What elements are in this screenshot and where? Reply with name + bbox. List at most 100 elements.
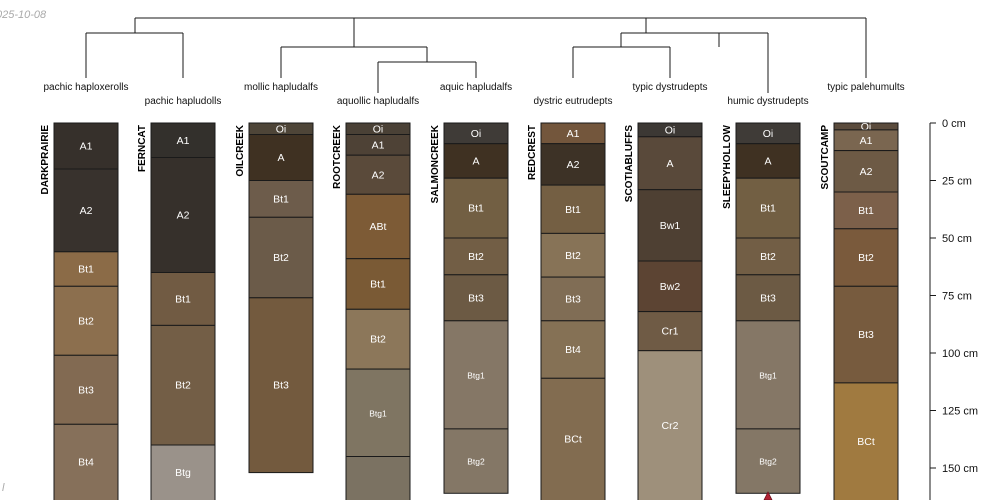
- horizon-btg1: [735, 320, 801, 430]
- horizon-a2: [53, 168, 119, 253]
- horizon-bt1: [540, 184, 606, 234]
- dendrogram: pachic haploxerolls pachic hapludolls moll…: [43, 17, 905, 107]
- horizon-bt3: [53, 354, 119, 425]
- horizon-label: Btg2: [759, 457, 777, 467]
- taxon-label: pachic hapludolls: [145, 96, 222, 107]
- horizon-label: Oi: [665, 124, 676, 136]
- horizon-label: Bt2: [78, 315, 94, 327]
- horizon-bct: [833, 382, 899, 500]
- horizon-bt3: [248, 297, 314, 474]
- horizon-label: Cr1: [662, 326, 679, 338]
- horizon-label: Bt1: [175, 293, 191, 305]
- horizon-label: Bt3: [760, 292, 776, 304]
- horizon-bt2: [53, 285, 119, 356]
- horizon-bt4: [540, 320, 606, 379]
- profile-name-label: DARKPRAIRIE: [40, 125, 51, 195]
- horizon-label: Bt2: [273, 252, 289, 264]
- horizon-bt1: [248, 180, 314, 218]
- horizon-label: Bt1: [273, 193, 289, 205]
- horizon-label: Bt4: [565, 344, 581, 356]
- date-stamp: 025-10-08: [0, 9, 47, 21]
- horizon-bt1: [735, 177, 801, 239]
- horizon-a: [637, 136, 703, 191]
- horizon-label: Bt1: [468, 203, 484, 215]
- horizon-label: Bt2: [858, 252, 874, 264]
- horizon-label: Bt2: [370, 334, 386, 346]
- taxon-label: typic palehumults: [827, 82, 904, 93]
- profile-darkprairie: A1 A2 Bt1 Bt2 Bt3 Bt4 DARKPRAIRIE: [40, 122, 119, 500]
- profile-scotiabluffs: Oi A Bw1 Bw2 Cr1 Cr2 SCOTIABLUFFS: [624, 122, 703, 500]
- horizon-btg2: [443, 428, 509, 494]
- horizon-label: Bt2: [468, 251, 484, 263]
- horizon-label: A2: [80, 205, 93, 217]
- axis-tick-label: 25 cm: [942, 176, 972, 188]
- horizon-label: Bt3: [78, 384, 94, 396]
- triangle-marker-icon: [763, 491, 773, 500]
- horizon-label: A1: [567, 128, 580, 140]
- profile-name-label: SLEEPYHOLLOW: [722, 124, 733, 208]
- horizon-label: Bt1: [565, 204, 581, 216]
- horizon-bt2: [150, 324, 216, 446]
- profiles-group: A1 A2 Bt1 Bt2 Bt3 Bt4 DARKPRAIRIE A1 A2 Bt1 Bt2 Btg…: [40, 121, 899, 500]
- horizon-label: Oi: [861, 121, 872, 133]
- taxon-label: aquollic hapludalfs: [337, 96, 419, 107]
- horizon-label: Oi: [763, 128, 774, 140]
- profile-oilcreek: Oi A Bt1 Bt2 Bt3 OILCREEK: [235, 122, 314, 474]
- horizon-label: Btg: [175, 467, 191, 479]
- profile-name-label: SCOTIABLUFFS: [624, 125, 635, 203]
- profile-ferncat: A1 A2 Bt1 Bt2 Btg FERNCAT: [137, 122, 216, 500]
- profile-name-label: FERNCAT: [137, 125, 148, 172]
- horizon-a: [248, 134, 314, 181]
- horizon-label: A1: [372, 139, 385, 151]
- horizon-label: Bt2: [175, 380, 191, 392]
- horizon-label: Bt3: [468, 292, 484, 304]
- horizon-label: Bt1: [858, 205, 874, 217]
- horizon-bt3: [540, 276, 606, 322]
- horizon-label: A2: [372, 169, 385, 181]
- horizon-label: Bt1: [370, 279, 386, 291]
- horizon-label: Bt2: [760, 251, 776, 263]
- horizon-label: A: [666, 158, 673, 170]
- horizon-label: Bt3: [565, 293, 581, 305]
- axis-tick-label: 50 cm: [942, 233, 972, 245]
- axis-tick-label: 125 cm: [942, 406, 978, 418]
- horizon-a1: [150, 122, 216, 158]
- profile-name-label: REDCREST: [527, 125, 538, 180]
- horizon-btg2: [735, 428, 801, 494]
- horizon-bt3: [833, 285, 899, 384]
- taxon-label: mollic hapludalfs: [244, 82, 318, 93]
- horizon-bct: [540, 377, 606, 500]
- horizon-cr1: [637, 311, 703, 352]
- profile-scoutcamp: Oi A1 A2 Bt1 Bt2 Bt3 BCt SCOUTCAMP: [820, 121, 899, 500]
- profile-name-label: OILCREEK: [235, 124, 246, 176]
- profile-name-label: ROOTCREEK: [332, 124, 343, 189]
- taxon-label: typic dystrudepts: [632, 82, 707, 93]
- horizon-label: A2: [860, 166, 873, 178]
- horizon-label: Btg1: [759, 370, 777, 380]
- horizon-btg: [150, 444, 216, 500]
- depth-axis: 0 cm 25 cm 50 cm 75 cm 100 cm 125 cm 150 cm: [929, 118, 978, 500]
- horizon-label: Cr2: [662, 420, 679, 432]
- horizon-btg1: [345, 368, 411, 458]
- horizon-label: A: [764, 155, 771, 167]
- horizon-label: A1: [860, 135, 873, 147]
- horizon-cr2: [637, 350, 703, 500]
- horizon-label: A: [277, 152, 284, 164]
- profile-sleepyhollow: Oi A Bt1 Bt2 Bt3 Btg1 Btg2 SLEEPYHOLLOW: [722, 122, 801, 494]
- horizon-label: BCt: [857, 436, 875, 448]
- profile-salmoncreek: Oi A Bt1 Bt2 Bt3 Btg1 Btg2 SALMONCREEK: [430, 122, 509, 494]
- horizon-bt2: [345, 308, 411, 370]
- axis-tick-label: 100 cm: [942, 348, 978, 360]
- horizon-bt4: [53, 423, 119, 500]
- horizon-label: Bw2: [660, 281, 681, 293]
- horizon-bt1: [150, 272, 216, 326]
- profile-name-label: SALMONCREEK: [430, 124, 441, 203]
- horizon-bt1: [833, 191, 899, 230]
- horizon-abt: [345, 193, 411, 260]
- horizon-label: Bt3: [858, 329, 874, 341]
- axis-tick-label: 75 cm: [942, 291, 972, 303]
- horizon-label: Btg1: [369, 408, 387, 418]
- horizon-label: ABt: [370, 221, 387, 233]
- horizon-a: [443, 143, 509, 179]
